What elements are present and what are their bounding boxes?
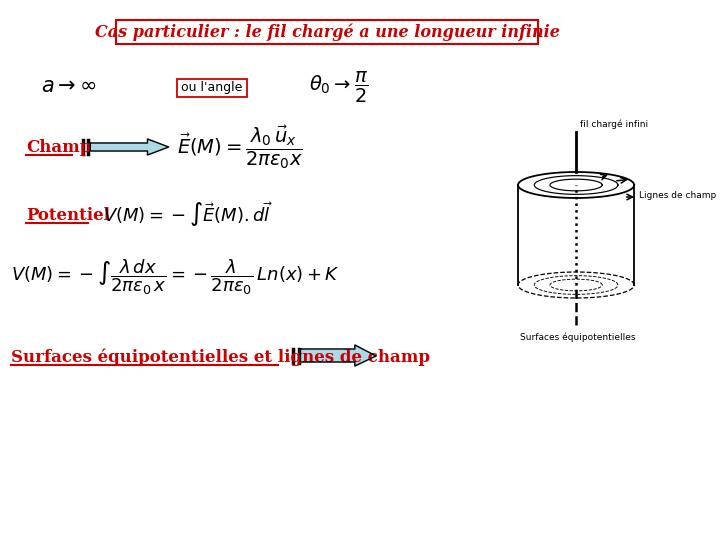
- Text: $V(M) = -\int \dfrac{\lambda\,dx}{2\pi\varepsilon_0\, x} = -\dfrac{\lambda}{2\pi: $V(M) = -\int \dfrac{\lambda\,dx}{2\pi\v…: [11, 257, 340, 297]
- Polygon shape: [90, 139, 168, 155]
- Text: ou l'angle: ou l'angle: [181, 82, 243, 94]
- Polygon shape: [300, 345, 376, 366]
- Text: Cas particulier : le fil chargé a une longueur infinie: Cas particulier : le fil chargé a une lo…: [95, 23, 559, 40]
- FancyBboxPatch shape: [177, 79, 247, 97]
- Text: $\vec{E}(M) = \dfrac{\lambda_0\, \vec{u}_x}{2\pi\varepsilon_0 x}$: $\vec{E}(M) = \dfrac{\lambda_0\, \vec{u}…: [177, 123, 303, 171]
- Text: $a \rightarrow \infty$: $a \rightarrow \infty$: [42, 78, 97, 97]
- Text: $V(M) = -\int \vec{E}(M).d\vec{l}$: $V(M) = -\int \vec{E}(M).d\vec{l}$: [103, 200, 274, 230]
- Text: fil chargé infini: fil chargé infini: [580, 119, 648, 129]
- Text: Potentiel: Potentiel: [26, 206, 110, 224]
- Text: Champ: Champ: [26, 138, 91, 156]
- Text: Lignes de champ: Lignes de champ: [639, 191, 716, 199]
- Text: Surfaces équipotentielles et lignes de champ: Surfaces équipotentielles et lignes de c…: [11, 348, 430, 366]
- Text: $\theta_0 \rightarrow \dfrac{\pi}{2}$: $\theta_0 \rightarrow \dfrac{\pi}{2}$: [309, 70, 369, 105]
- FancyBboxPatch shape: [116, 20, 539, 44]
- Text: Surfaces équipotentielles: Surfaces équipotentielles: [520, 332, 635, 342]
